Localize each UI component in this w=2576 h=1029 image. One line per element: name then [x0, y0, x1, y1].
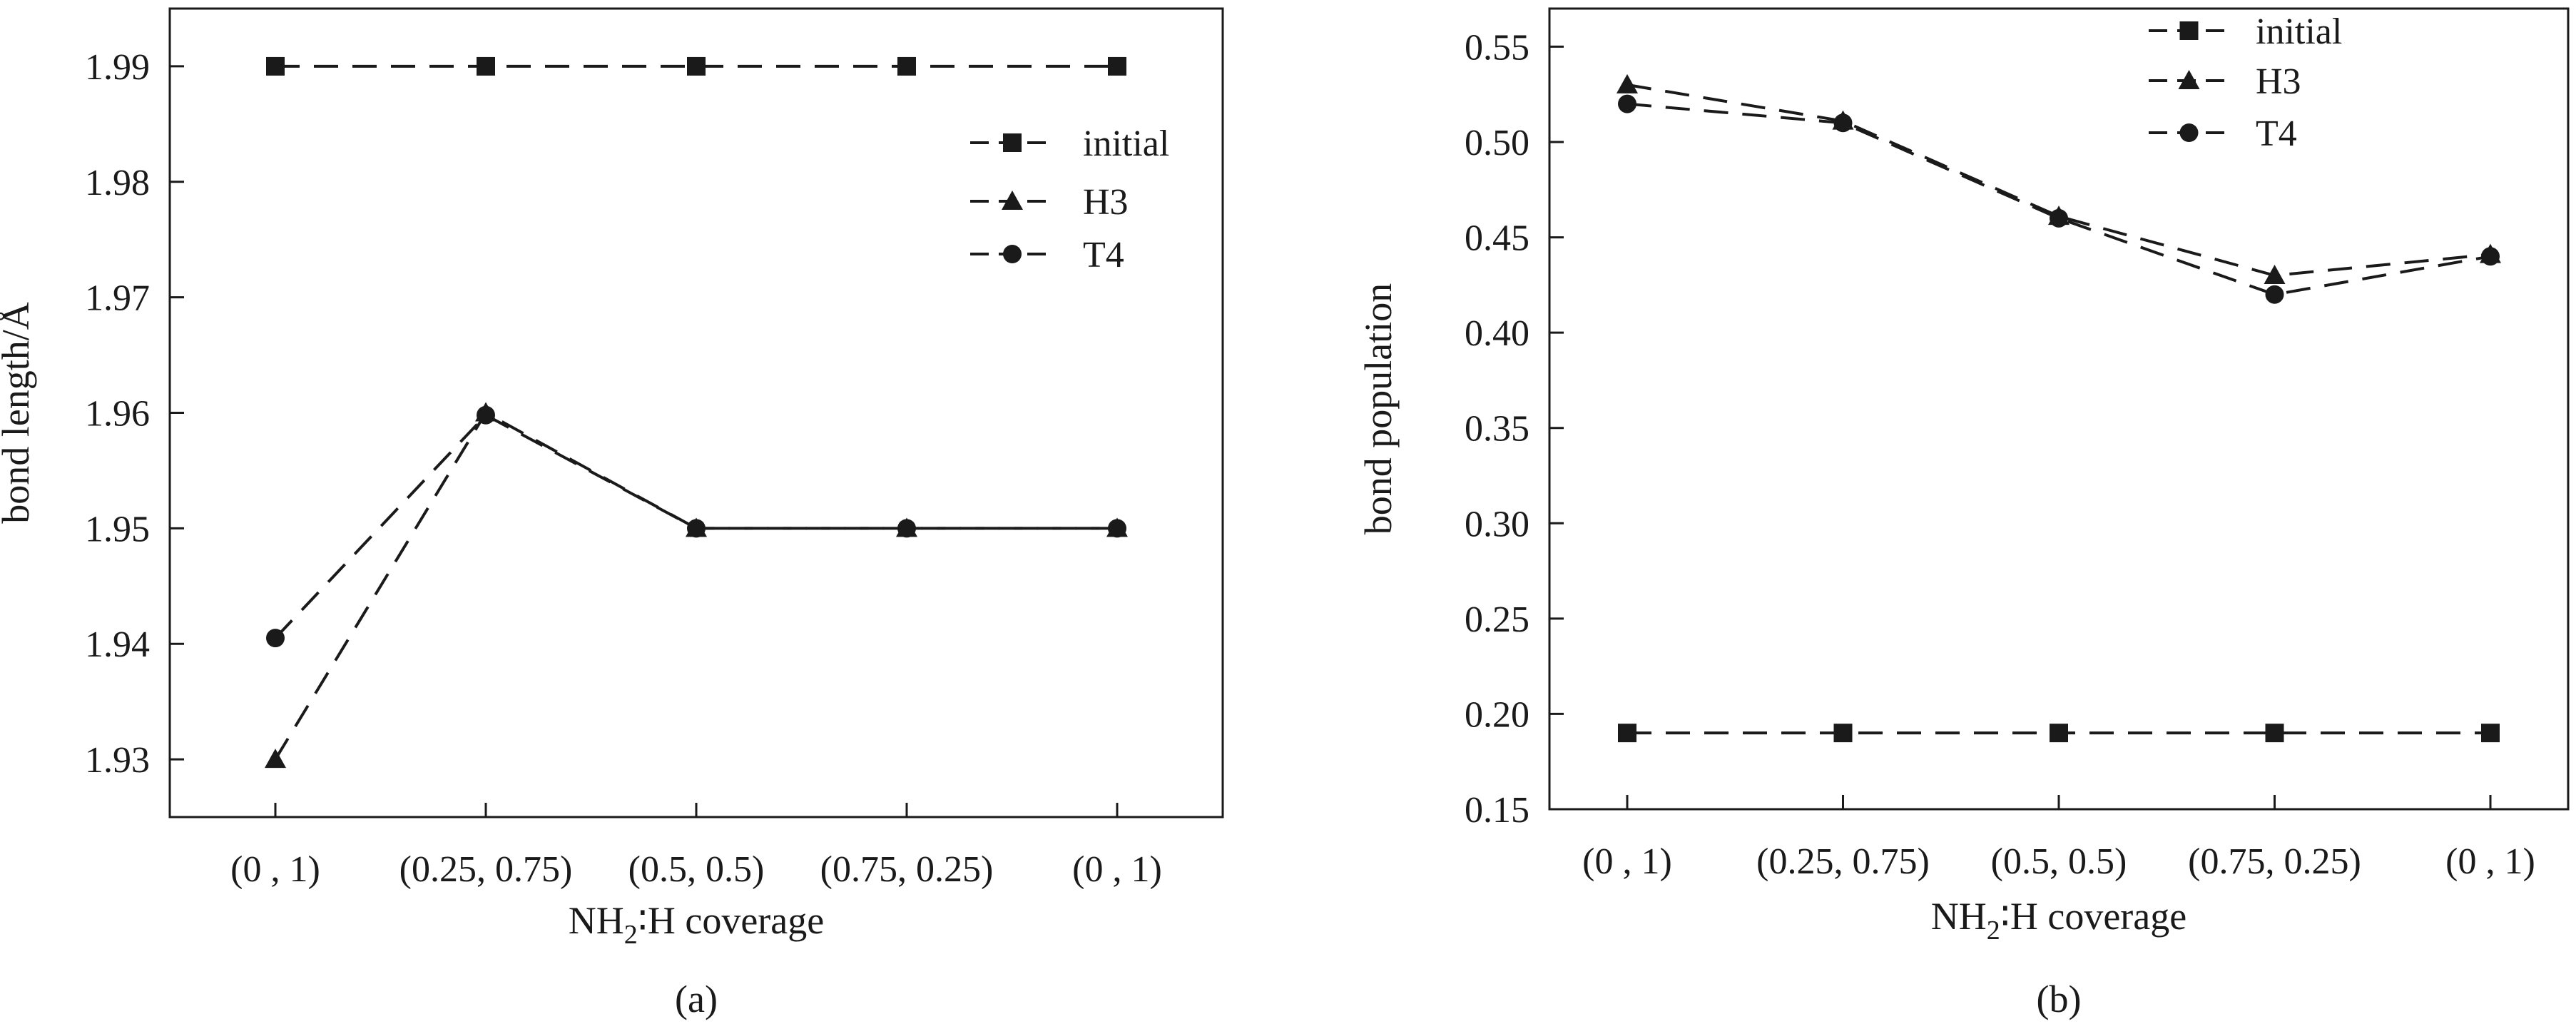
panel-label: (a)	[675, 978, 718, 1020]
data-point	[1108, 519, 1126, 538]
data-point	[2265, 724, 2284, 743]
x-tick-label: (0.75, 0.25)	[820, 849, 994, 890]
x-axis-label-main: NH	[569, 899, 624, 942]
legend-label: initial	[2256, 11, 2342, 52]
series-t4	[266, 405, 1126, 648]
y-tick-label: 1.96	[85, 394, 150, 435]
x-axis-label-rest: ∶H coverage	[638, 899, 824, 942]
data-point	[2050, 724, 2068, 743]
series-line	[274, 410, 1117, 761]
data-point	[1617, 74, 1638, 93]
data-point	[2481, 724, 2500, 743]
legend-entry-initial: initial	[2149, 11, 2342, 52]
x-axis-label: NH2∶H coverage	[569, 899, 824, 950]
legend-label: T4	[2256, 113, 2297, 154]
y-tick-label: 0.45	[1465, 218, 1529, 259]
y-tick-label: 0.50	[1465, 123, 1529, 163]
legend-marker	[2179, 123, 2199, 142]
series-initial	[266, 56, 1126, 76]
y-tick-label: 1.93	[85, 740, 150, 781]
data-point	[897, 519, 916, 538]
x-axis-label-main: NH	[1931, 895, 1987, 938]
data-point	[1618, 724, 1636, 743]
y-tick-label: 0.35	[1465, 409, 1529, 450]
legend-marker	[2178, 70, 2200, 89]
y-tick-label: 1.97	[85, 278, 150, 319]
series-initial	[1618, 724, 2500, 743]
x-axis-label-rest: ∶H coverage	[2000, 895, 2186, 938]
legend-label: initial	[1083, 123, 1169, 164]
x-tick-label: (0.75, 0.25)	[2188, 841, 2361, 882]
x-tick-label: (0 , 1)	[1072, 849, 1162, 890]
series-line	[1626, 102, 2491, 296]
y-tick-label: 0.15	[1465, 790, 1529, 831]
data-point	[1833, 113, 1853, 133]
data-point	[1618, 94, 1636, 113]
series-h3	[1617, 74, 2501, 284]
y-tick-label: 0.20	[1465, 694, 1529, 735]
data-point	[266, 56, 285, 76]
series-line	[1626, 83, 2491, 278]
panel-a-plot-frame	[168, 7, 1224, 818]
y-tick-label: 1.94	[85, 624, 150, 665]
panel-a-chart: 1.93 1.94 1.95 1.96 1.97 1.98 1.99 (0 , 1) (0.25…	[0, 7, 1224, 1020]
legend-label: H3	[2256, 61, 2301, 102]
x-axis-label-subscript: 2	[624, 920, 638, 950]
y-tick-label: 1.95	[85, 509, 150, 549]
x-tick-label: (0.5, 0.5)	[628, 849, 765, 890]
x-tick-label: (0.25, 0.75)	[1756, 841, 1930, 882]
y-tick-label: 0.55	[1465, 27, 1529, 68]
data-point	[1833, 724, 1853, 743]
legend-label: T4	[1083, 235, 1124, 275]
y-tick-label: 0.25	[1465, 599, 1529, 640]
legend-entry-t4: T4	[970, 235, 1124, 275]
y-axis-label: bond population	[1357, 283, 1400, 534]
data-point	[897, 56, 916, 76]
x-tick-label: (0 , 1)	[230, 849, 320, 890]
y-tick-label: 1.98	[85, 163, 150, 203]
legend-marker	[1002, 191, 1023, 210]
x-axis-label: NH2∶H coverage	[1931, 895, 2186, 946]
x-axis-label-subscript: 2	[1987, 916, 2000, 946]
series-h3	[265, 402, 1128, 769]
y-axis-label: bond length/Å	[0, 302, 37, 523]
y-tick-label: 0.40	[1465, 313, 1529, 354]
data-point	[266, 629, 285, 648]
x-tick-label: (0 , 1)	[1582, 841, 1672, 882]
legend-entry-h3: H3	[970, 182, 1129, 223]
data-point	[1108, 56, 1126, 76]
y-tick-label: 0.30	[1465, 504, 1529, 544]
legend-marker	[1003, 245, 1022, 263]
data-point	[687, 519, 706, 538]
series-t4	[1618, 94, 2500, 304]
panel-b-chart: 0.15 0.20 0.25 0.30 0.35 0.40 0.45 0.50 0.55 (0 ,…	[1357, 7, 2570, 1020]
x-tick-label: (0.25, 0.75)	[399, 849, 573, 890]
legend-marker	[2179, 21, 2199, 40]
data-point	[2265, 285, 2284, 304]
data-point	[2050, 208, 2068, 228]
data-point	[2481, 247, 2500, 266]
x-tick-label: (0 , 1)	[2445, 841, 2535, 882]
y-tick-label: 1.99	[85, 47, 150, 88]
data-point	[687, 56, 706, 76]
data-point	[477, 56, 495, 76]
data-point	[2264, 265, 2286, 284]
panel-b-plot-frame	[1548, 7, 2570, 811]
legend-entry-t4: T4	[2149, 113, 2297, 154]
legend-entry-initial: initial	[970, 123, 1169, 164]
legend-marker	[1003, 133, 1022, 152]
data-point	[477, 405, 495, 425]
x-tick-label: (0.5, 0.5)	[1991, 841, 2127, 882]
legend-label: H3	[1083, 182, 1129, 223]
data-point	[265, 749, 286, 769]
panel-label: (b)	[2037, 978, 2082, 1020]
legend-entry-h3: H3	[2149, 61, 2301, 102]
